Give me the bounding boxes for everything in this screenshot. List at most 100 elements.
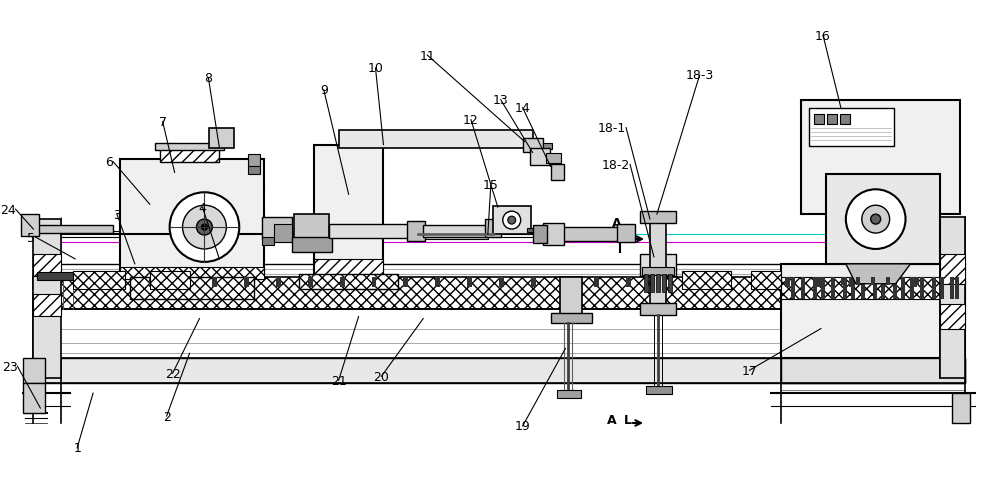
Bar (682, 271, 731, 289)
Bar (813, 277, 817, 299)
Bar (932, 277, 936, 299)
Bar (314, 145, 383, 289)
Bar (294, 215, 329, 240)
Bar (274, 225, 292, 242)
Bar (626, 277, 631, 287)
Bar (23, 384, 45, 413)
Bar (212, 277, 217, 287)
Circle shape (871, 215, 881, 225)
Bar (73, 271, 125, 289)
Text: 6: 6 (105, 156, 113, 168)
Bar (340, 277, 345, 287)
Bar (120, 267, 264, 279)
Bar (831, 277, 835, 299)
Bar (881, 277, 885, 299)
Bar (120, 160, 264, 279)
Bar (160, 148, 219, 163)
Text: 7: 7 (159, 116, 167, 129)
Text: 15: 15 (483, 179, 499, 192)
Bar (21, 215, 39, 237)
Bar (523, 138, 543, 153)
Bar (952, 393, 970, 423)
Bar (851, 277, 855, 299)
Bar (827, 114, 837, 124)
Bar (276, 277, 281, 287)
Bar (856, 277, 860, 285)
Circle shape (183, 206, 226, 250)
Bar (543, 224, 564, 245)
Bar (668, 274, 672, 292)
Text: 18-2: 18-2 (602, 158, 630, 171)
Circle shape (196, 220, 212, 236)
Bar (531, 277, 536, 287)
Bar (37, 272, 82, 280)
Bar (562, 277, 567, 287)
Polygon shape (846, 264, 910, 284)
Text: 24: 24 (0, 203, 15, 216)
Circle shape (862, 206, 890, 234)
Bar (33, 277, 965, 309)
Bar (781, 264, 965, 359)
Bar (551, 165, 564, 181)
Bar (950, 277, 954, 299)
Bar (150, 271, 190, 289)
Bar (543, 143, 552, 149)
Text: 4: 4 (199, 201, 206, 214)
Bar (248, 155, 260, 167)
Text: A: A (607, 413, 617, 426)
Bar (841, 277, 845, 285)
Bar (33, 220, 61, 378)
Text: 1: 1 (73, 442, 81, 455)
Text: 5: 5 (27, 231, 35, 244)
Bar (781, 277, 965, 299)
Bar (873, 277, 877, 299)
Bar (33, 254, 61, 276)
Text: 12: 12 (463, 114, 479, 127)
Text: 13: 13 (493, 94, 509, 107)
Text: 22: 22 (165, 367, 180, 380)
Text: 19: 19 (515, 420, 531, 432)
Bar (560, 228, 620, 241)
Text: 23: 23 (2, 360, 17, 373)
Bar (423, 226, 488, 238)
Bar (262, 238, 274, 245)
Bar (650, 217, 666, 307)
Bar (499, 277, 504, 287)
Bar (640, 212, 676, 224)
Bar (843, 277, 847, 299)
Bar (594, 277, 599, 287)
Bar (955, 277, 959, 299)
Text: 21: 21 (331, 374, 347, 387)
Bar (915, 277, 919, 285)
Text: 18-3: 18-3 (686, 69, 714, 82)
Bar (467, 277, 472, 287)
Bar (533, 226, 547, 243)
Bar (912, 277, 917, 287)
Bar (640, 254, 676, 276)
Bar (248, 165, 260, 175)
Bar (840, 114, 850, 124)
Bar (403, 277, 408, 287)
Bar (646, 386, 672, 394)
Bar (329, 225, 408, 239)
Bar (658, 277, 663, 287)
Bar (940, 254, 965, 284)
Bar (650, 274, 654, 292)
Text: 20: 20 (374, 370, 389, 383)
Bar (940, 304, 965, 329)
Bar (722, 277, 727, 287)
Text: 9: 9 (320, 84, 328, 97)
Bar (871, 277, 875, 285)
Bar (910, 277, 914, 299)
Text: A: A (612, 216, 622, 229)
Text: 8: 8 (204, 72, 212, 85)
Bar (546, 154, 561, 164)
Bar (493, 207, 531, 235)
Bar (821, 277, 825, 299)
Bar (881, 277, 886, 287)
Bar (262, 217, 292, 240)
Bar (886, 277, 890, 285)
Bar (339, 131, 533, 148)
Bar (530, 148, 550, 166)
Bar (781, 359, 965, 384)
